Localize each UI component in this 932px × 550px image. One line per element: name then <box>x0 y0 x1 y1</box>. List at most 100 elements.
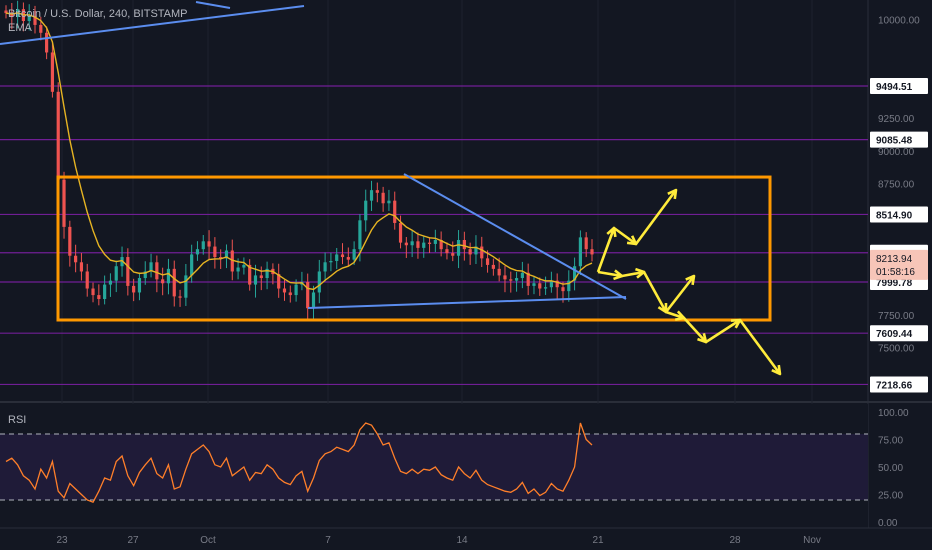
candle-body <box>132 285 136 293</box>
candle-body <box>480 246 484 259</box>
arrow-head <box>771 364 782 376</box>
candle-body <box>561 287 565 292</box>
candle-body <box>572 266 577 281</box>
price-tick-label: 8750.00 <box>878 180 915 191</box>
price-level-label: 8514.90 <box>876 210 913 221</box>
ema-indicator-label: EMA <box>8 22 32 34</box>
candle-body <box>439 240 443 250</box>
candle-body <box>253 275 258 285</box>
arrow-head <box>697 332 708 344</box>
candle-body <box>433 240 437 244</box>
rsi-tick-label: 25.00 <box>878 491 903 502</box>
candle-body <box>91 288 95 296</box>
candle-body <box>520 272 524 279</box>
candle-body <box>526 272 530 286</box>
candle-body <box>584 237 588 250</box>
candle-body <box>39 24 43 33</box>
candle-body <box>143 271 147 279</box>
candle-body <box>317 271 321 293</box>
time-tick-label: 23 <box>56 535 68 546</box>
candle-body <box>329 260 333 263</box>
candle-body <box>155 262 159 280</box>
candle-body <box>219 257 223 259</box>
candle-body <box>369 190 374 201</box>
candle-body <box>62 179 66 227</box>
time-tick-label: Oct <box>200 535 216 546</box>
candle-body <box>474 246 478 255</box>
candle-body <box>451 253 455 256</box>
candle-body <box>242 264 246 268</box>
candle-body <box>416 241 420 248</box>
price-level-badge <box>870 131 928 148</box>
candle-body <box>224 250 229 259</box>
candle-body <box>50 52 55 92</box>
candle-body <box>485 258 490 265</box>
candle-body <box>323 262 327 272</box>
candle-body <box>509 279 513 281</box>
arrow-head <box>667 188 678 200</box>
rsi-tick-label: 50.00 <box>878 463 903 474</box>
candle-body <box>277 274 281 289</box>
candle-body <box>114 266 118 281</box>
time-axis: 23 27 Oct 7 14 21 28 Nov <box>0 527 932 550</box>
ema-line <box>5 12 593 291</box>
arrow-head <box>685 274 696 286</box>
candle-body <box>503 275 507 280</box>
candle-body <box>294 284 298 296</box>
candle-body <box>33 15 37 25</box>
price-level-badge <box>870 206 928 223</box>
candle-body <box>410 241 414 246</box>
candle-body <box>567 280 571 292</box>
symbol-title: Bitcoin / U.S. Dollar, 240, BITSTAMP <box>8 8 188 20</box>
candle-body <box>404 242 408 246</box>
last-price-label: 8213.94 <box>876 254 913 265</box>
candlestick-series <box>4 0 594 321</box>
candle-body <box>538 283 542 289</box>
candle-body <box>578 237 582 267</box>
projection-arrow <box>596 189 678 273</box>
candle-body <box>422 242 426 248</box>
candle-body <box>259 275 263 279</box>
candle-body <box>427 242 432 244</box>
candle-body <box>27 15 31 21</box>
candle-body <box>248 264 252 285</box>
price-level-label: 7609.44 <box>876 329 913 340</box>
candle-body <box>45 32 49 53</box>
candle-body <box>352 249 356 260</box>
price-level-badge <box>870 325 928 342</box>
candle-body <box>543 287 548 289</box>
candle-body <box>306 281 310 309</box>
candle-body <box>514 278 519 281</box>
price-level-badge <box>870 376 928 393</box>
candle-body <box>497 268 501 276</box>
candle-body <box>456 240 461 256</box>
candle-body <box>161 279 165 284</box>
arrow-head <box>674 310 686 321</box>
candle-body <box>549 280 553 288</box>
candle-body <box>126 257 130 286</box>
candle-body <box>491 264 495 269</box>
arrow-head <box>606 226 617 238</box>
rsi-tick-label: 100.00 <box>878 408 909 419</box>
arrow-head <box>635 267 646 279</box>
time-tick-label: 14 <box>456 535 468 546</box>
candle-body <box>590 249 594 255</box>
time-tick-label: 28 <box>729 535 741 546</box>
candle-body <box>375 190 379 193</box>
candle-body <box>103 284 107 300</box>
candle-body <box>236 267 240 272</box>
candle-body <box>149 262 153 272</box>
candle-body <box>462 240 466 250</box>
time-tick-label: 7 <box>325 535 331 546</box>
time-tick-label: Nov <box>803 535 821 546</box>
candle-body <box>201 241 205 250</box>
candle-body <box>230 250 234 272</box>
candle-body <box>282 288 287 293</box>
candle-body <box>265 268 269 279</box>
range-box <box>56 175 772 322</box>
price-level-label: 9085.48 <box>876 136 913 147</box>
candle-body <box>335 254 339 261</box>
price-level-label: 7999.78 <box>876 278 913 289</box>
rsi-band-fill <box>0 434 868 500</box>
